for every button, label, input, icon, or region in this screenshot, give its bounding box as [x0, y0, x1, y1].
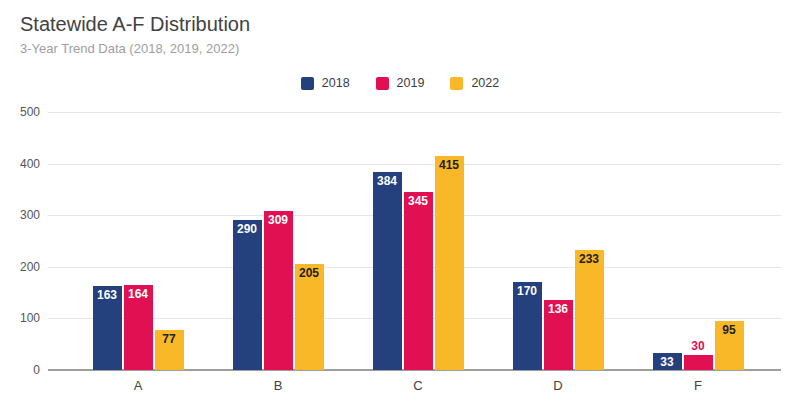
bar-2019-F[interactable]: 30 — [684, 355, 713, 370]
bar-2022-F[interactable]: 95 — [715, 321, 744, 370]
y-tick-label: 0 — [0, 363, 40, 377]
plot-area: 010020030040050016316477A290309205B38434… — [48, 112, 781, 370]
bar-2022-C[interactable]: 415 — [435, 156, 464, 370]
bar-2022-A[interactable]: 77 — [155, 330, 184, 370]
bar-2019-C[interactable]: 345 — [404, 192, 433, 370]
bar-2022-B[interactable]: 205 — [295, 264, 324, 370]
bar-group-D: 170136233D — [488, 112, 628, 370]
legend-label: 2019 — [397, 76, 425, 90]
legend-swatch-2019 — [376, 77, 389, 90]
bar-2018-D[interactable]: 170 — [513, 282, 542, 370]
bar-group-F: 333095F — [628, 112, 768, 370]
bar-group-C: 384345415C — [348, 112, 488, 370]
bar-group-A: 16316477A — [68, 112, 208, 370]
bar-value-label: 233 — [565, 252, 614, 266]
chart-subtitle: 3-Year Trend Data (2018, 2019, 2022) — [20, 41, 239, 56]
y-tick-label: 400 — [0, 157, 40, 171]
bar-2019-B[interactable]: 309 — [264, 211, 293, 370]
bar-2022-D[interactable]: 233 — [575, 250, 604, 370]
chart-legend: 2018 2019 2022 — [0, 76, 800, 90]
bar-groups: 16316477A290309205B384345415C170136233D3… — [68, 112, 768, 370]
x-tick-label-A: A — [68, 378, 208, 393]
bar-value-label: 309 — [254, 213, 303, 227]
bar-value-label: 164 — [114, 287, 163, 301]
bar-value-label: 205 — [285, 266, 334, 280]
bar-value-label: 384 — [363, 174, 412, 188]
legend-label: 2022 — [471, 76, 499, 90]
chart-title: Statewide A-F Distribution — [20, 13, 250, 36]
bar-2019-D[interactable]: 136 — [544, 300, 573, 370]
bar-group-B: 290309205B — [208, 112, 348, 370]
bar-2018-B[interactable]: 290 — [233, 220, 262, 370]
x-tick-label-F: F — [628, 378, 768, 393]
x-tick-label-C: C — [348, 378, 488, 393]
legend-swatch-2018 — [301, 77, 314, 90]
bar-value-label: 77 — [145, 332, 194, 346]
bar-2019-A[interactable]: 164 — [124, 285, 153, 370]
x-tick-label-D: D — [488, 378, 628, 393]
legend-label: 2018 — [322, 76, 350, 90]
y-tick-label: 200 — [0, 260, 40, 274]
legend-swatch-2022 — [450, 77, 463, 90]
y-tick-label: 100 — [0, 311, 40, 325]
y-tick-label: 500 — [0, 105, 40, 119]
bar-value-label: 95 — [705, 323, 754, 337]
legend-item-2018: 2018 — [301, 76, 350, 90]
bar-chart: Statewide A-F Distribution 3-Year Trend … — [0, 0, 800, 409]
y-tick-label: 300 — [0, 208, 40, 222]
legend-item-2019: 2019 — [376, 76, 425, 90]
legend-item-2022: 2022 — [450, 76, 499, 90]
bar-value-label: 170 — [503, 284, 552, 298]
x-tick-label-B: B — [208, 378, 348, 393]
bar-2018-F[interactable]: 33 — [653, 353, 682, 370]
bar-value-label: 415 — [425, 158, 474, 172]
